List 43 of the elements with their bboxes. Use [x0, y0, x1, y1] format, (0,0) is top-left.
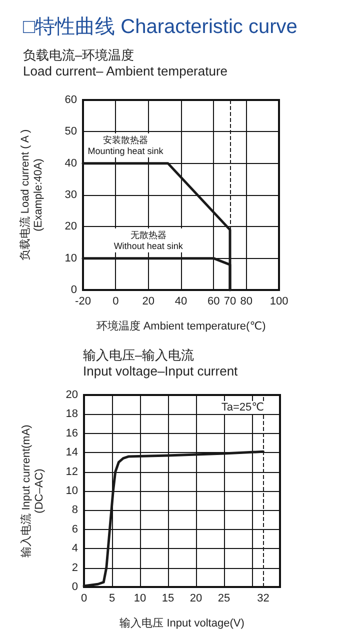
x-tick-label: 40 [174, 296, 188, 308]
y-tick-label: 4 [72, 542, 78, 555]
x-tick-label: 0 [112, 296, 119, 308]
y-tick-label: 0 [70, 284, 77, 296]
y-tick-label: 8 [72, 504, 78, 516]
y-tick-label: 16 [66, 427, 78, 440]
y-tick-label: 50 [64, 126, 77, 138]
x-tick-label: 70 [224, 296, 236, 308]
x-tick-label: 20 [142, 296, 154, 308]
x-tick-label: 60 [208, 296, 220, 308]
y-tick-label: 12 [66, 466, 78, 478]
y-axis-title: 输入电流 Input current(mA) (DC–AC) [20, 424, 46, 558]
y-tick-label: 30 [64, 189, 77, 201]
y-tick-label: 40 [64, 157, 77, 170]
x-tick-label: 5 [108, 592, 116, 604]
y-tick-label: 10 [66, 485, 78, 497]
chart-title: □特性曲线 Characteristic curve [23, 16, 298, 38]
y-tick-label: 20 [66, 389, 78, 401]
x-tick-label: 0 [80, 592, 88, 604]
x-tick-label: 15 [162, 592, 174, 604]
x-tick-label: 32 [257, 592, 270, 604]
chart-title: 输入电压–输入电流 Input voltage–Input current [83, 348, 238, 378]
y-tick-label: 20 [64, 220, 77, 233]
x-tick-label: 25 [218, 592, 230, 604]
y-tick-label: 14 [66, 446, 78, 459]
x-tick-label: 10 [134, 592, 146, 604]
x-tick-label: 20 [190, 592, 202, 604]
y-tick-label: 0 [72, 581, 78, 593]
series-label: 安装散热器 Mounting heat sink [88, 134, 164, 156]
x-axis-title: 环境温度 Ambient temperature(℃) [96, 320, 266, 332]
x-tick-label: 100 [270, 296, 288, 308]
y-tick-label: 2 [72, 562, 78, 574]
y-tick-label: 10 [64, 252, 77, 264]
chart-subtitle: 负载电流–环境温度 Load current– Ambient temperature [23, 48, 228, 78]
x-tick-label: 80 [240, 296, 252, 308]
y-axis-title: 负载电流 Load current ( A ) (Example:40A) [18, 129, 44, 261]
annotation: Ta=25℃ [221, 402, 264, 414]
y-tick-label: 60 [64, 94, 77, 106]
x-axis-title: 输入电压 Input voltage(V) [120, 616, 244, 630]
y-tick-label: 18 [66, 408, 78, 420]
y-tick-label: 6 [72, 523, 78, 536]
x-tick-label: -20 [75, 296, 91, 308]
series-label: 无散热器 Without heat sink [114, 230, 184, 251]
